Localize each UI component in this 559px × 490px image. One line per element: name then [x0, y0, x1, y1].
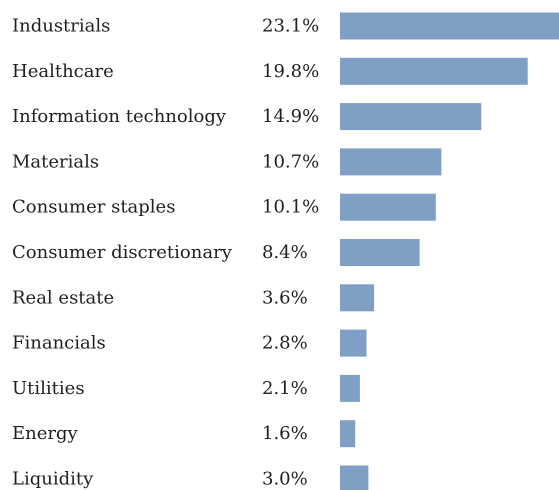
- category-label: Energy: [12, 423, 79, 444]
- bar: [340, 103, 482, 131]
- bar-row: Materials 10.7%: [12, 148, 442, 176]
- category-label: Financials: [12, 333, 106, 354]
- category-label: Industrials: [12, 16, 110, 37]
- bar-row: Energy 1.6%: [12, 420, 356, 448]
- bar: [340, 329, 367, 357]
- bar-row: Industrials 23.1%: [12, 12, 559, 40]
- bar: [340, 193, 436, 221]
- value-label: 3.6%: [262, 287, 308, 308]
- bar-row: Consumer discretionary 8.4%: [12, 239, 420, 266]
- bar-row: Financials 2.8%: [12, 329, 367, 357]
- value-label: 23.1%: [262, 16, 319, 37]
- value-label: 2.1%: [262, 378, 308, 399]
- bar: [340, 374, 360, 402]
- value-label: 19.8%: [262, 61, 319, 82]
- bar: [340, 284, 375, 312]
- category-label: Real estate: [12, 287, 114, 308]
- bar: [340, 239, 420, 266]
- bar: [340, 57, 528, 85]
- category-label: Materials: [12, 151, 99, 172]
- bar: [340, 148, 442, 176]
- bar: [340, 465, 369, 490]
- value-label: 8.4%: [262, 242, 308, 263]
- bar-row: Healthcare 19.8%: [12, 57, 528, 85]
- category-label: Consumer discretionary: [12, 242, 233, 263]
- bar: [340, 420, 356, 448]
- value-label: 10.1%: [262, 197, 319, 218]
- bar-row: Information technology 14.9%: [12, 103, 482, 131]
- bar-row: Real estate 3.6%: [12, 284, 375, 312]
- bar: [340, 12, 559, 40]
- category-label: Healthcare: [12, 61, 114, 82]
- value-label: 1.6%: [262, 423, 308, 444]
- value-label: 10.7%: [262, 151, 319, 172]
- value-label: 2.8%: [262, 333, 308, 354]
- value-label: 3.0%: [262, 469, 308, 490]
- category-label: Information technology: [12, 106, 227, 127]
- category-label: Consumer staples: [12, 197, 175, 218]
- value-label: 14.9%: [262, 106, 319, 127]
- category-label: Liquidity: [12, 469, 94, 490]
- bar-row: Utilities 2.1%: [12, 374, 360, 402]
- bar-row: Consumer staples 10.1%: [12, 193, 436, 221]
- chart-rows: Industrials 23.1% Healthcare 19.8% Informati…: [12, 12, 559, 490]
- bar-row: Liquidity 3.0%: [12, 465, 369, 490]
- category-label: Utilities: [12, 378, 85, 399]
